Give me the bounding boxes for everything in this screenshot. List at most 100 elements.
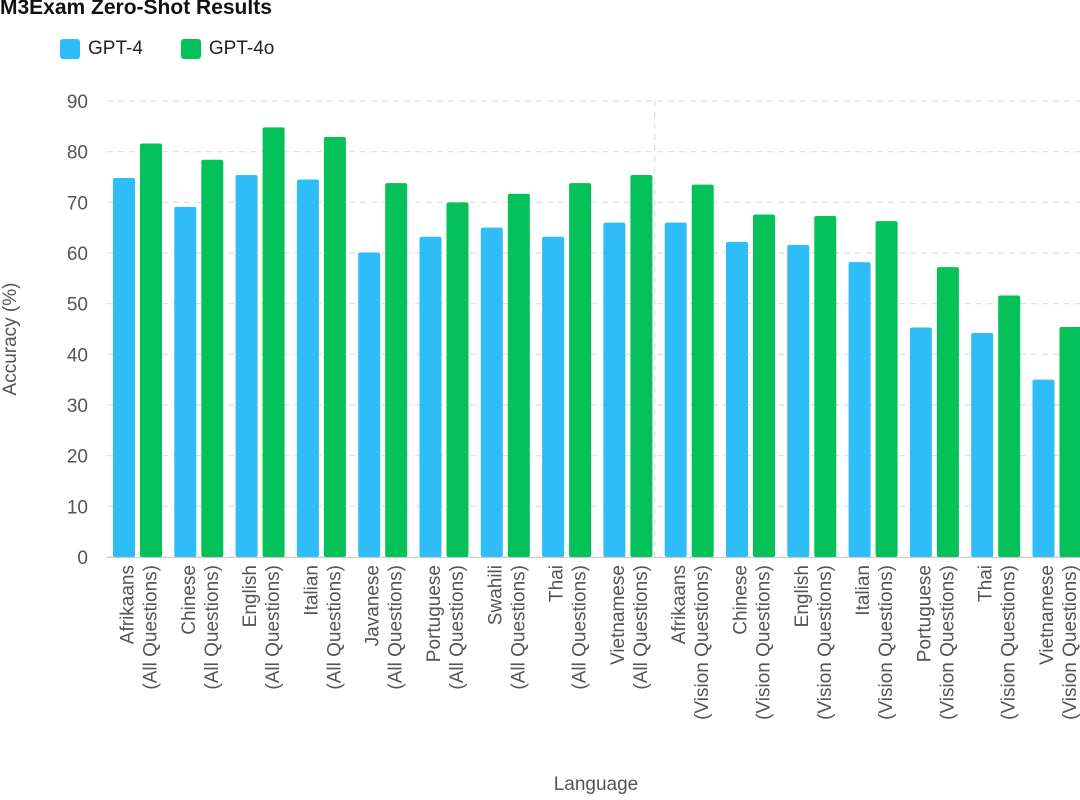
x-tick-label: Chinese (All Questions) (179, 565, 223, 690)
bar-gpt4o (1059, 326, 1080, 557)
x-tick-label-line: (Vision Questions) (999, 565, 1020, 720)
x-tick-label-line: Afrikaans (118, 565, 139, 644)
bar-gpt4 (971, 333, 994, 557)
x-axis-label: Language (554, 774, 639, 795)
bar-gpt4o (140, 143, 162, 557)
legend-swatch-gpt4o (180, 39, 201, 59)
y-axis-label: Accuracy (%) (0, 283, 21, 396)
legend-label-gpt4o: GPT-4o (208, 38, 275, 59)
x-tick-label-line: (All Questions) (631, 565, 652, 690)
bar-gpt4 (358, 252, 381, 557)
bar-gpt4 (174, 206, 197, 558)
y-tick-label: 50 (67, 295, 88, 316)
x-tick-label: Javanese (All Questions) (363, 565, 407, 690)
x-tick-label-line: Portuguese (914, 565, 935, 662)
bar-gpt4o (262, 127, 285, 557)
bar-gpt4 (848, 262, 871, 557)
x-tick-label-line: (Vision Questions) (692, 565, 713, 720)
x-tick-label-line: (Vision Questions) (937, 565, 958, 720)
x-tick-label: Afrikaans (All Questions) (118, 565, 162, 690)
x-tick-label-line: Italian (301, 565, 322, 616)
x-tick-label-line: (Vision Questions) (754, 565, 775, 720)
legend: GPT-4 GPT-4o (60, 38, 274, 60)
bar-gpt4 (542, 236, 565, 557)
x-tick-label-line: (All Questions) (141, 565, 162, 690)
legend-item-gpt4: GPT-4 (60, 38, 143, 60)
bar-gpt4 (909, 327, 932, 557)
x-tick-label-line: Vietnamese (608, 565, 629, 665)
x-tick-label-line: Vietnamese (1037, 565, 1058, 665)
y-tick-label: 30 (67, 396, 88, 417)
x-tick-label-line: (All Questions) (386, 565, 407, 690)
x-tick-label-line: Italian (853, 565, 874, 616)
bar-gpt4o (753, 214, 775, 557)
bar-gpt4 (235, 174, 258, 557)
x-tick-label-line: English (240, 565, 261, 627)
bar-gpt4 (480, 227, 503, 557)
bar-gpt4 (787, 244, 810, 558)
y-tick-label: 10 (67, 497, 88, 518)
x-tick-label: English (All Questions) (240, 565, 284, 690)
x-tick-label-line: Javanese (363, 565, 384, 646)
x-tick-label-line: (Vision Questions) (815, 565, 836, 720)
bar-gpt4 (296, 179, 319, 558)
bar-gpt4o (569, 183, 592, 557)
bar-gpt4o (507, 193, 530, 557)
y-tick-label: 20 (67, 447, 88, 468)
x-tick-label: Swahili (All Questions) (485, 565, 529, 690)
x-tick-label-line: English (792, 565, 813, 627)
bar-gpt4 (1032, 379, 1055, 557)
x-tick-label-line: (All Questions) (447, 565, 468, 690)
y-tick-label: 70 (67, 193, 88, 214)
bar-gpt4o (936, 267, 959, 557)
legend-swatch-gpt4 (60, 39, 80, 59)
bar-gpt4o (323, 136, 346, 557)
x-tick-label: Afrikaans (Vision Questions) (669, 565, 713, 720)
x-tick-label: English (Vision Questions) (792, 565, 836, 720)
y-tick-label: 60 (67, 244, 88, 265)
x-tick-label-line: Afrikaans (669, 565, 690, 644)
x-tick-label-line: Thai (547, 565, 568, 602)
x-tick-label-line: (All Questions) (508, 565, 529, 690)
x-tick-label: Vietnamese (Vision Questions) (1037, 565, 1080, 720)
bar-gpt4o (446, 202, 469, 558)
bar-gpt4o (201, 159, 224, 558)
x-tick-label-line: (All Questions) (202, 565, 223, 690)
x-tick-label: Vietnamese (All Questions) (608, 565, 652, 690)
bar-gpt4 (726, 241, 748, 557)
bar-gpt4o (691, 184, 714, 557)
x-tick-label: Italian (All Questions) (301, 565, 345, 690)
x-tick-label-line: (All Questions) (324, 565, 345, 690)
bar-gpt4o (875, 221, 898, 557)
x-tick-label: Thai (All Questions) (547, 565, 591, 690)
bar-gpt4 (603, 222, 626, 557)
y-tick-label: 90 (67, 92, 88, 113)
x-tick-label-line: Chinese (179, 565, 200, 635)
legend-label-gpt4: GPT-4 (88, 38, 143, 59)
x-tick-label-line: Thai (976, 565, 997, 602)
x-tick-label: Italian (Vision Questions) (853, 565, 897, 720)
bar-gpt4 (113, 178, 135, 557)
bar-gpt4o (385, 183, 408, 557)
x-tick-label-line: Swahili (485, 565, 506, 625)
x-tick-label: Chinese (Vision Questions) (731, 565, 775, 720)
x-tick-label-line: (Vision Questions) (876, 565, 897, 720)
y-tick-label: 0 (77, 548, 88, 569)
bar-gpt4 (419, 236, 442, 557)
bar-gpt4o (630, 174, 653, 557)
x-tick-label-line: (Vision Questions) (1060, 565, 1080, 720)
x-tick-label-line: (All Questions) (263, 565, 284, 690)
x-tick-label-line: (All Questions) (570, 565, 591, 690)
bar-gpt4o (814, 216, 837, 557)
chart-title: M3Exam Zero-Shot Results (0, 0, 272, 19)
x-tick-label-line: Chinese (731, 565, 752, 635)
x-tick-label: Portuguese (Vision Questions) (914, 565, 958, 720)
y-tick-label: 80 (67, 143, 88, 164)
x-tick-label: Portuguese (All Questions) (424, 565, 468, 690)
legend-item-gpt4o: GPT-4o (180, 38, 275, 60)
y-tick-label: 40 (67, 345, 88, 366)
x-tick-label-line: Portuguese (424, 565, 445, 662)
bar-gpt4o (998, 295, 1021, 557)
bar-gpt4 (664, 222, 687, 557)
